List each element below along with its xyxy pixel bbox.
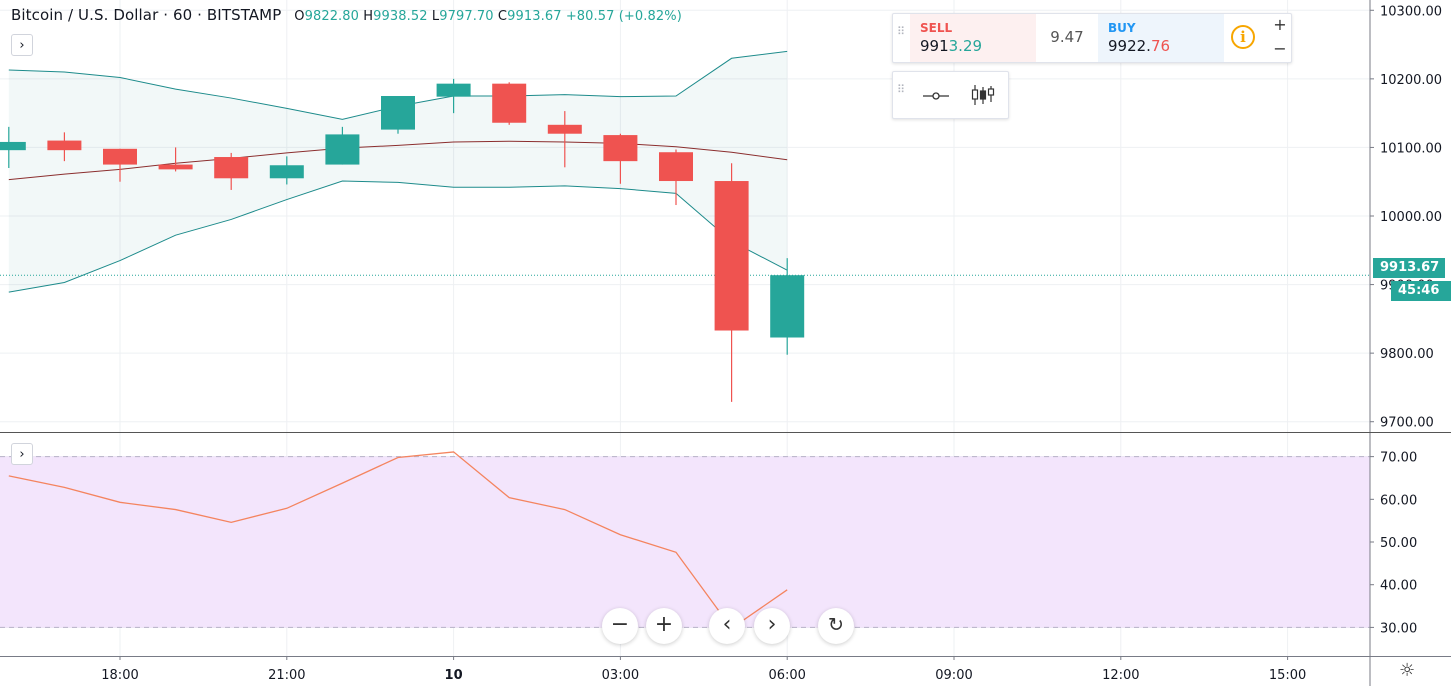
zoom-out-button[interactable]: − [602,608,638,644]
high-value: 9938.52 [373,9,428,24]
time-tick-label: 03:00 [602,668,639,683]
sell-label: SELL [920,21,953,35]
bars-style-icon[interactable] [969,82,999,110]
zoom-in-button[interactable]: + [646,608,682,644]
rsi-line [8,451,788,630]
candle-body [603,135,638,162]
candle-body [158,164,193,170]
grip-icon[interactable]: ⠿ [897,83,907,96]
close-label: C [497,9,508,24]
trade-panel: ⠿ SELL 9913.29 9.47 BUY 9922.76 i + − [892,13,1292,63]
candle-body [0,141,26,151]
symbol-name: Bitcoin / U.S. Dollar [11,6,159,24]
chevron-right-icon[interactable]: › [11,443,33,465]
candle-body [214,157,249,179]
last-price-label: 9913.67 [1373,258,1445,278]
legend-dot: · [163,6,169,24]
candle-body [381,96,415,130]
rsi-tick-label: 60.00 [1380,493,1417,508]
line-style-icon[interactable] [919,84,953,108]
time-tick-label: 21:00 [268,668,305,683]
symbol-legend: Bitcoin / U.S. Dollar · 60 · BITSTAMP O9… [11,6,682,24]
close-value: 9913.67 [507,9,562,24]
candle-body [325,134,360,165]
high-label: H [363,9,374,24]
exchange: BITSTAMP [206,6,282,24]
candle-body [770,275,805,338]
time-tick-label: 18:00 [101,668,138,683]
time-tick-label: 09:00 [935,668,972,683]
candle-body [547,124,582,134]
rsi-tick-label: 30.00 [1380,621,1417,636]
price-tick-label: 9800.00 [1380,347,1434,362]
interval: 60 [172,6,193,24]
scroll-right-button[interactable]: › [754,608,790,644]
candle-body [492,83,527,123]
rsi-series [0,451,1370,630]
scroll-left-button[interactable]: ‹ [709,608,745,644]
zoom-in-icon[interactable]: + [1273,15,1287,34]
time-tick-label: 10 [445,668,463,683]
time-tick-label: 06:00 [768,668,805,683]
candle-body [47,140,82,151]
sell-price: 9913.29 [920,37,983,55]
rsi-band-fill [0,456,1370,628]
bollinger-fill [8,51,788,293]
time-tick-label: 12:00 [1102,668,1139,683]
price-tick-label: 10100.00 [1380,141,1442,156]
low-label: L [431,9,440,24]
gear-icon[interactable]: ☼ [1399,660,1416,681]
countdown-label: 45:46 [1391,281,1451,301]
bollinger-lower [8,180,788,293]
rsi-tick-label: 40.00 [1380,579,1417,594]
candle-body [269,165,304,179]
low-value: 9797.70 [439,9,494,24]
sell-button[interactable]: SELL 9913.29 [910,14,1036,62]
spread-value: 9.47 [1050,28,1084,46]
price-tick-label: 9700.00 [1380,416,1434,431]
change-value: +80.57 (+0.82%) [565,9,682,24]
rsi-tick-label: 70.00 [1380,451,1417,466]
rsi-tick-label: 50.00 [1380,536,1417,551]
zoom-out-icon[interactable]: − [1273,39,1287,58]
candlestick-series [0,78,805,402]
legend-dot: · [197,6,203,24]
price-tick-label: 10200.00 [1380,73,1442,88]
open-value: 9822.80 [304,9,360,24]
buy-button[interactable]: BUY 9922.76 [1098,14,1224,62]
chart-style-panel: ⠿ [892,71,1009,119]
candle-body [103,148,137,165]
price-tick-label: 10300.00 [1380,4,1442,19]
ohlc-values: O9822.80 H9938.52 L9797.70 C9913.67 +80.… [294,9,682,24]
candle-body [659,152,693,182]
open-label: O [294,9,305,24]
info-icon[interactable]: i [1231,25,1255,49]
buy-label: BUY [1108,21,1136,35]
bollinger-basis [8,140,788,181]
candle-body [436,83,471,97]
time-tick-label: 15:00 [1269,668,1306,683]
chevron-right-icon[interactable]: › [11,34,33,56]
reset-button[interactable]: ↻ [818,608,854,644]
grip-icon[interactable]: ⠿ [897,25,907,38]
time-axis[interactable]: 18:00 21:00 10 03:00 06:00 09:00 12:00 15:00 [101,656,1306,683]
price-axis[interactable]: 9700.009800.009900.0010000.0010100.00102… [1370,4,1442,636]
price-tick-label: 10000.00 [1380,210,1442,225]
buy-price: 9922.76 [1108,37,1171,55]
candle-body [714,181,749,331]
